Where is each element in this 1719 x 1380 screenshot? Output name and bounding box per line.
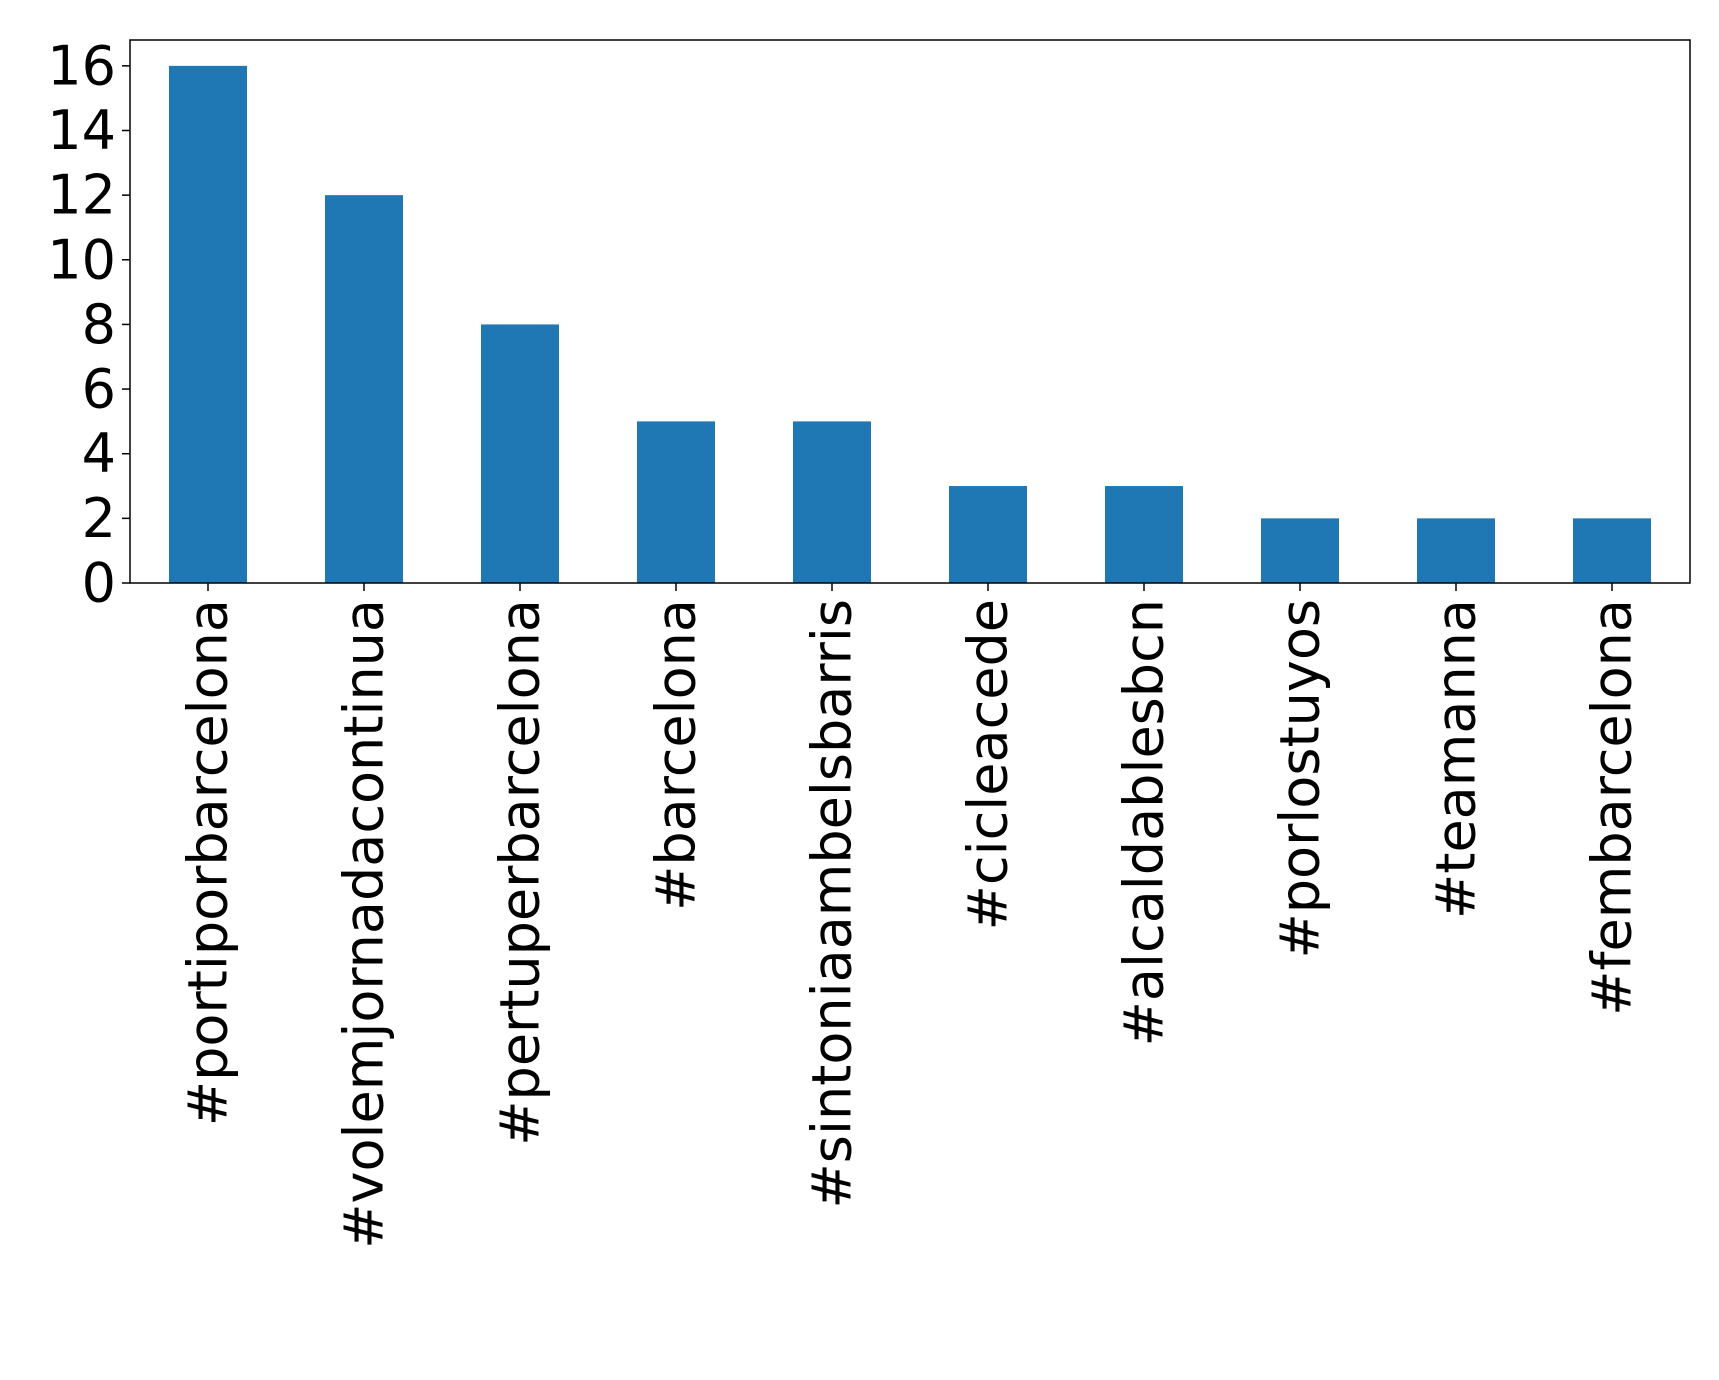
bar [793,421,871,583]
y-tick-label: 14 [47,99,116,162]
plot-frame [129,39,1691,584]
bar [481,324,559,583]
bar [1417,518,1495,583]
x-tick-label: #portiporbarcelona [177,599,240,1126]
y-tick-label: 16 [47,34,116,97]
x-axis: #portiporbarcelona #volemjornadacontinua #… [177,583,1644,1249]
x-tick-label: #teamanna [1425,599,1488,919]
y-tick-label: 12 [47,164,116,227]
y-tick-label: 4 [82,422,116,485]
y-tick-label: 8 [82,293,116,356]
y-tick-label: 2 [82,487,116,550]
bar [637,421,715,583]
x-tick-label: #barcelona [645,599,708,911]
x-tick-label: #fembarcelona [1581,599,1644,1016]
y-tick-label: 0 [82,552,116,615]
y-tick-label: 10 [47,228,116,291]
x-tick-label: #cicleacede [957,599,1020,930]
y-tick-label: 6 [82,358,116,421]
bar [949,486,1027,583]
x-tick-label: #porlostuyos [1269,599,1332,958]
bars-group [169,65,1651,584]
x-tick-label: #pertuperbarcelona [489,599,552,1146]
bar [1105,486,1183,583]
x-tick-label: #volemjornadacontinua [333,599,396,1249]
bar [1573,518,1651,583]
x-tick-label: #sintoniaambelsbarris [801,599,864,1208]
bar [169,65,247,584]
bar [325,195,403,583]
x-tick-label: #alcaldablesbcn [1113,599,1176,1046]
bar [1261,518,1339,583]
